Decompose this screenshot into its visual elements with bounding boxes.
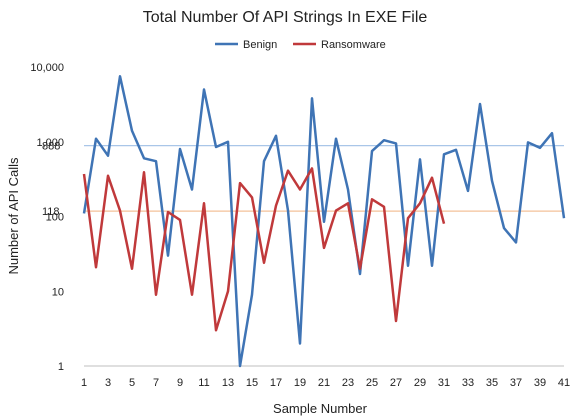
x-tick-label: 29 [414, 377, 426, 389]
x-tick-label: 11 [198, 377, 209, 389]
y-tick-label: 10 [52, 286, 64, 298]
x-tick-label: 7 [153, 377, 159, 389]
x-axis-title: Sample Number [273, 401, 368, 416]
y-tick-label: 100 [46, 212, 64, 224]
x-tick-label: 39 [534, 377, 546, 389]
x-tick-label: 35 [486, 377, 498, 389]
legend: Benign Ransomware [215, 39, 386, 51]
series-line-benign [82, 75, 566, 368]
series-line-ransomware [82, 167, 446, 332]
y-tick-label: 1 [58, 361, 64, 373]
x-tick-label: 17 [270, 377, 282, 389]
x-tick-label: 31 [438, 377, 450, 389]
x-tick-label: 25 [366, 377, 378, 389]
y-axis-title: Number of API Calls [6, 157, 21, 275]
x-tick-label: 3 [105, 377, 111, 389]
x-tick-label: 19 [294, 377, 306, 389]
x-tick-label: 37 [510, 377, 522, 389]
x-tick-label: 5 [129, 377, 135, 389]
y-tick-label: 1,000 [36, 137, 64, 149]
x-tick-label: 21 [318, 377, 330, 389]
legend-label-ransomware: Ransomware [321, 39, 386, 51]
x-tick-label: 27 [390, 377, 402, 389]
x-tick-label: 13 [222, 377, 234, 389]
chart-title: Total Number Of API Strings In EXE File [143, 9, 428, 26]
x-tick-label: 9 [177, 377, 183, 389]
x-tick-label: 41 [558, 377, 570, 389]
x-tick-label: 33 [462, 377, 474, 389]
reference-label-118: 118 [42, 206, 60, 218]
y-tick-label: 10,000 [30, 62, 64, 74]
x-tick-label: 23 [342, 377, 354, 389]
reference-label-888: 888 [42, 141, 60, 153]
x-tick-label: 1 [81, 377, 87, 389]
legend-label-benign: Benign [243, 39, 277, 51]
x-tick-label: 15 [246, 377, 258, 389]
